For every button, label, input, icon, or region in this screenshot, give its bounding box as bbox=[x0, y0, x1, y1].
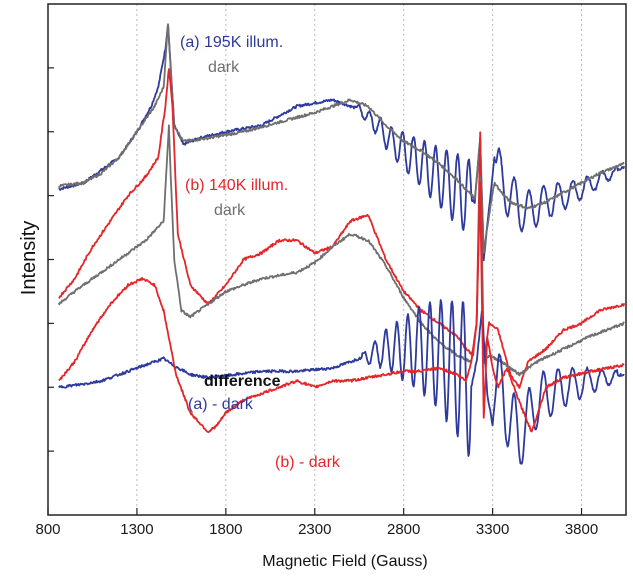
series-annotations: (a) 195K illum. dark (b) 140K illum. dark di… bbox=[180, 34, 341, 471]
x-tick-label: 3300 bbox=[476, 521, 509, 538]
annotation-label: dark bbox=[208, 59, 240, 76]
x-tick-label: 3800 bbox=[565, 521, 598, 538]
x-tick-label: 1800 bbox=[209, 521, 242, 538]
series-line-3 bbox=[58, 68, 626, 389]
spectrum-series bbox=[57, 23, 626, 465]
annotation-label: (a) 195K illum. bbox=[180, 34, 283, 51]
plot-frame bbox=[47, 3, 627, 516]
series-line-5 bbox=[58, 299, 625, 465]
x-tick-label: 2300 bbox=[298, 521, 331, 538]
x-tick-label: 1300 bbox=[120, 521, 153, 538]
x-tick-label: 2800 bbox=[387, 521, 420, 538]
annotation-label: difference bbox=[204, 373, 281, 390]
annotation-label: (b) - dark bbox=[275, 454, 341, 471]
vertical-grid-lines bbox=[136, 4, 583, 515]
annotation-label: dark bbox=[214, 202, 246, 219]
annotation-label: (a) - dark bbox=[188, 396, 254, 413]
series-line-2 bbox=[58, 23, 625, 254]
annotation-label: (b) 140K illum. bbox=[185, 177, 288, 194]
y-axis-title: Intensity bbox=[18, 221, 40, 295]
series-line-1 bbox=[58, 23, 626, 262]
y-axis-ticks bbox=[48, 67, 54, 452]
x-axis-title: Magnetic Field (Gauss) bbox=[262, 553, 427, 570]
x-axis-ticks: 800 1300 1800 2300 2800 3300 3800 bbox=[35, 508, 598, 538]
series-line-6 bbox=[58, 181, 625, 433]
series-line-4 bbox=[57, 124, 625, 377]
x-tick-label: 800 bbox=[35, 521, 60, 538]
